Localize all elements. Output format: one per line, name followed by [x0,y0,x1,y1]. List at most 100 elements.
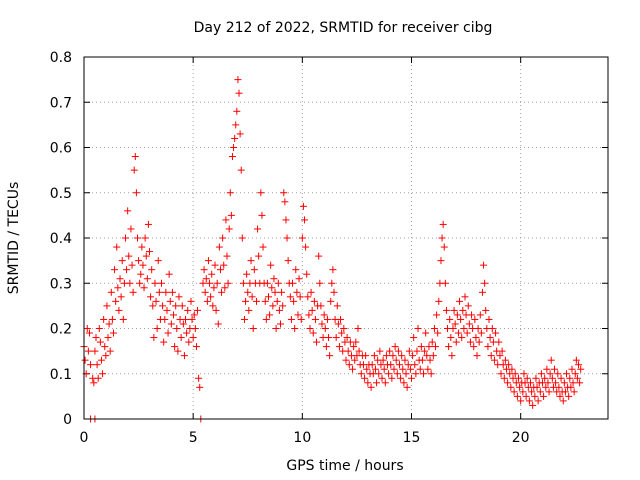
data-point [470,343,478,351]
data-point [109,329,117,337]
data-point [317,302,325,310]
data-point [402,370,410,378]
data-point [401,356,409,364]
data-point [269,302,277,310]
data-point [292,266,300,274]
data-point [194,306,202,314]
data-point [302,243,310,251]
data-point [490,356,498,364]
data-point [127,225,135,233]
data-point [81,356,89,364]
data-point [206,279,214,287]
data-point [485,315,493,323]
data-point [567,383,575,391]
data-point [135,257,143,265]
data-point [380,365,388,373]
data-point [172,302,180,310]
data-point [392,356,400,364]
data-point [233,107,241,115]
data-point [230,144,238,151]
data-point [305,311,313,319]
data-point [239,279,247,287]
data-point [495,338,503,346]
data-point [103,302,111,310]
x-tick-label: 20 [512,430,530,446]
data-point [414,325,422,332]
data-point [332,334,340,342]
data-point [575,361,583,369]
data-point [525,397,533,405]
data-point [281,198,289,206]
data-point [543,365,551,373]
data-point [395,361,403,369]
data-point [357,370,365,378]
data-point [262,315,270,323]
data-point [398,352,406,360]
data-point [264,293,272,301]
data-point [242,297,250,305]
data-point [175,293,183,301]
data-point [115,306,123,314]
data-point [310,297,318,305]
data-point [247,257,255,265]
data-point [531,392,539,400]
data-point [272,325,280,332]
data-point [429,352,437,360]
data-point [487,352,495,360]
data-point [121,234,129,242]
data-point [327,297,335,305]
data-point [337,315,345,323]
data-point [403,383,411,391]
data-point [361,374,369,382]
data-point [154,257,162,265]
data-point [528,388,536,396]
data-point [362,352,370,360]
data-point [218,288,226,296]
data-point [261,297,269,305]
data-point [268,284,276,292]
y-tick-label: 0.3 [50,276,72,292]
data-point [227,211,235,219]
data-points [80,76,585,423]
data-point [435,297,443,305]
data-point [322,343,330,351]
data-point [576,379,584,387]
data-point [293,288,301,296]
data-point [371,365,379,373]
data-point [101,343,109,351]
data-point [563,370,571,378]
data-point [116,275,124,283]
data-point [92,334,100,342]
data-point [458,334,466,342]
data-point [368,361,376,369]
data-point [128,261,136,269]
data-point [301,216,309,224]
data-point [284,257,292,265]
data-point [112,297,120,305]
data-point [456,297,464,305]
data-point [190,311,198,319]
data-point [111,266,119,274]
data-point [306,325,314,332]
y-tick-label: 0.1 [50,367,72,383]
data-point [476,311,484,319]
data-point [405,347,413,355]
data-point [308,306,316,314]
data-point [437,257,445,265]
data-point [274,279,282,287]
data-point [195,374,203,382]
data-point [93,361,101,369]
data-point [267,261,275,269]
data-point [207,293,215,301]
data-point [484,343,492,351]
data-point [250,266,258,274]
data-point [350,343,358,351]
data-point [504,379,512,387]
y-axis-label: SRMTID / TECUs [6,182,22,295]
data-point [315,252,323,260]
data-point [354,325,362,332]
data-point [426,356,434,364]
data-point [118,257,126,265]
data-point [465,320,473,328]
data-point [565,392,573,400]
